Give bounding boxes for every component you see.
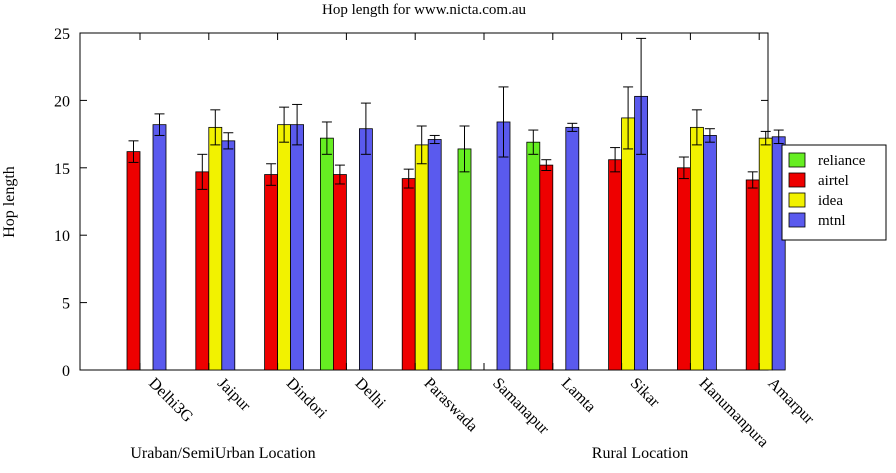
y-axis-label: Hop length xyxy=(1,166,18,238)
bar-reliance-samanapur xyxy=(457,148,472,371)
bar-airtel-hanumanpura xyxy=(677,167,691,371)
bar-airtel-dindori xyxy=(264,174,279,371)
x-tick-label: Hanumanpura xyxy=(696,375,772,451)
x-tick-label: Delhi xyxy=(352,375,390,413)
bar-mtnl-paraswada xyxy=(427,139,442,371)
x-tick-label: Sikar xyxy=(627,375,663,411)
bar-mtnl-delhi xyxy=(358,128,373,371)
y-tick-label: 10 xyxy=(54,228,70,245)
bar-idea-dindori xyxy=(277,124,292,371)
legend-label-reliance: reliance xyxy=(818,153,866,169)
bar-idea-sikar xyxy=(621,117,635,371)
bar-reliance-delhi xyxy=(319,137,334,371)
bar-airtel-sikar xyxy=(608,159,622,371)
legend-swatch-airtel xyxy=(788,172,806,188)
bar-mtnl-jaipur xyxy=(221,140,236,371)
legend-label-airtel: airtel xyxy=(818,173,849,189)
y-tick-label: 5 xyxy=(62,296,70,313)
bar-airtel-lamta xyxy=(539,164,554,371)
x-tick-label: Dindori xyxy=(283,375,331,423)
bar-mtnl-dindori xyxy=(290,124,305,371)
y-tick-label: 15 xyxy=(54,161,70,178)
bar-mtnl-lamta xyxy=(565,126,580,371)
legend-swatch-idea xyxy=(788,192,806,208)
bar-airtel-delhi xyxy=(332,174,347,371)
x-tick-label: Lamta xyxy=(558,375,599,416)
bar-idea-hanumanpura xyxy=(690,126,704,371)
legend-swatch-mtnl xyxy=(788,212,806,228)
y-tick-label: 0 xyxy=(62,363,70,380)
x-tick-label: Paraswada xyxy=(420,375,480,435)
legend-label-mtnl: mtnl xyxy=(818,213,846,229)
group-label-urban: Uraban/SemiUrban Location xyxy=(130,445,315,462)
bar-airtel-jaipur xyxy=(195,171,210,371)
bar-airtel-delhi3g xyxy=(126,151,141,371)
chart-legend: reliance airtel idea mtnl xyxy=(781,144,887,241)
group-label-rural: Rural Location xyxy=(592,445,688,462)
bar-idea-paraswada xyxy=(414,144,429,371)
x-tick-label: Jaipur xyxy=(214,375,254,415)
bar-mtnl-hanumanpura xyxy=(703,135,717,371)
bar-mtnl-samanapur xyxy=(496,121,511,371)
x-tick-label: Amarpur xyxy=(764,375,817,428)
bar-mtnl-delhi3g xyxy=(152,124,167,371)
bar-airtel-paraswada xyxy=(401,178,416,371)
bar-airtel-amarpur xyxy=(745,179,760,371)
legend-label-idea: idea xyxy=(818,193,843,209)
bar-reliance-lamta xyxy=(526,141,541,371)
x-tick-label: Samanapur xyxy=(489,375,552,438)
legend-swatch-reliance xyxy=(788,152,806,168)
bar-idea-amarpur xyxy=(758,137,773,371)
bar-idea-jaipur xyxy=(208,126,223,371)
bar-marks xyxy=(126,37,786,371)
chart-title: Hop length for www.nicta.com.au xyxy=(322,2,526,18)
y-tick-label: 25 xyxy=(54,26,70,43)
y-tick-label: 20 xyxy=(54,93,70,110)
x-tick-label: Delhi3G xyxy=(145,375,196,426)
